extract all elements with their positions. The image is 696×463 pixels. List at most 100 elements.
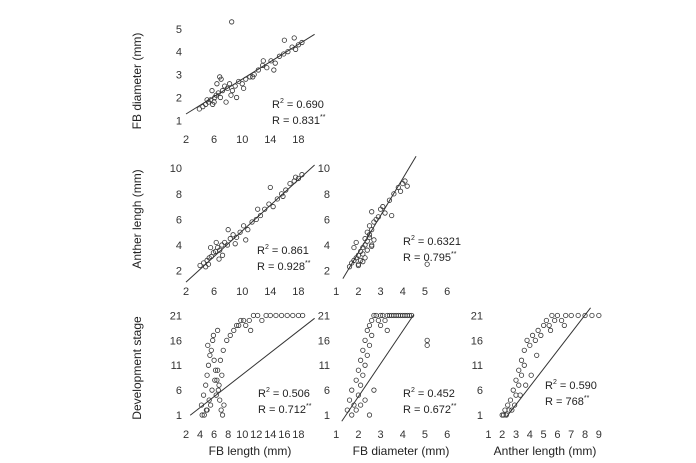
data-point [397,188,404,194]
data-point [510,387,516,393]
panel-0-ytick: 1 [176,115,182,127]
data-point [216,382,222,388]
data-point [500,412,507,418]
data-point [523,382,529,388]
panel-4-fit-line [341,314,415,422]
panel-5-xtick: 8 [582,429,588,441]
data-point [281,51,287,57]
data-point [518,357,525,363]
data-point [371,312,377,319]
panel-0-xtick: 14 [264,134,276,146]
panel-2-yticks: 2 4 6 8 10 [318,163,330,277]
panel-0-ytick: 4 [176,47,182,59]
data-point [259,317,265,324]
data-point [366,412,373,418]
data-point [369,332,375,338]
data-point [216,256,222,262]
panel-5-ytick: 6 [477,385,483,397]
data-point [229,19,235,25]
data-point [241,223,247,229]
data-point [355,392,361,398]
data-point [291,35,297,41]
panel-4-ytick: 1 [324,410,330,422]
data-point [366,342,373,348]
data-point [250,74,256,80]
data-point [351,244,357,251]
panel-antherlen-vs-fblen: Anther lengh (mm) 2 6 10 14 18 2 4 6 8 10 R2 = 0… [130,163,315,298]
panel-5-ytick: 21 [471,310,483,322]
panel-2-ytick: 10 [318,163,330,175]
panel-4-xtick: 2 [355,429,361,441]
data-point [241,317,247,324]
data-point [222,239,228,246]
data-point [203,264,209,270]
data-point [229,88,235,94]
data-point [360,251,366,257]
data-point [516,382,522,388]
data-point [210,337,216,343]
data-point [223,99,229,105]
data-point [219,242,225,248]
data-point [233,234,240,240]
panel-0-r: R = 0.831** [272,114,326,127]
panel-5-ytick: 16 [471,335,483,347]
data-point [535,327,541,333]
data-point [409,312,415,319]
data-point [278,312,285,319]
data-point [362,242,368,248]
data-point [222,83,228,89]
data-point [271,67,277,73]
data-point [375,214,381,220]
data-point [213,392,219,398]
data-point [217,247,223,253]
data-point [198,402,205,408]
data-point [384,327,390,333]
panel-4-xtick: 1 [333,429,339,441]
data-point [205,342,211,348]
data-point [212,367,219,373]
data-point [513,392,519,398]
data-point [241,85,247,91]
data-point [289,44,295,50]
data-point [517,392,523,398]
data-point [255,206,261,212]
data-point [230,232,236,238]
data-point [200,260,207,266]
data-point [346,397,353,403]
data-point [355,262,361,269]
panel-2-xtick: 1 [333,286,339,298]
panel-4-xtick: 4 [400,429,406,441]
panel-1-r: R = 0.928** [257,260,311,273]
panel-5-xtick: 3 [513,429,519,441]
data-point [534,352,540,358]
panel-0-ytick: 3 [176,70,182,82]
data-point [217,94,224,101]
data-point [369,317,375,324]
panel-5-ytick: 11 [472,360,483,372]
data-point [204,97,210,103]
data-point [293,46,299,52]
data-point [219,372,225,378]
data-point [377,312,384,319]
data-point [512,402,518,408]
panel-3-ylabel: Development stage [130,316,144,420]
data-point [209,387,215,393]
data-point [274,196,280,202]
panel-3-xtick: 16 [278,429,290,441]
panel-1-xtick: 18 [292,286,304,298]
data-point [524,337,530,343]
data-point [575,312,581,319]
data-point [382,317,388,324]
panel-1-xtick: 2 [183,286,189,298]
data-point [527,342,533,348]
data-point [391,191,397,197]
data-point [502,407,508,413]
data-point [362,397,368,403]
panel-4-points [344,312,430,418]
data-point [358,357,364,363]
panel-1-points [197,172,305,270]
panel-1-xticks: 2 6 10 14 18 [183,286,305,298]
data-point [366,322,373,329]
